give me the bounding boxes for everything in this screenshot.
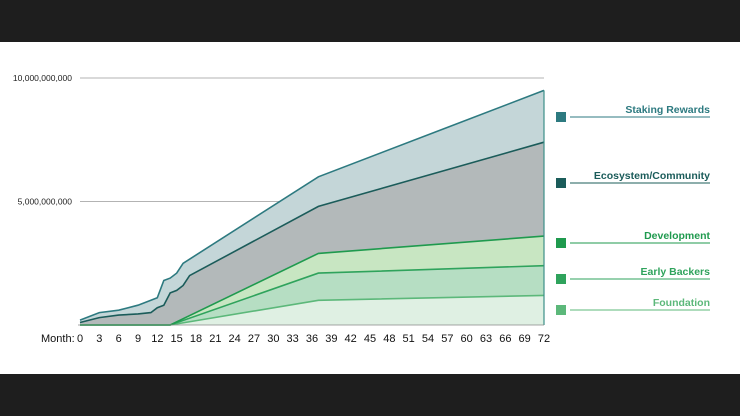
x-tick-label: 39	[325, 333, 337, 345]
legend-swatch	[556, 112, 566, 122]
x-tick-label: 6	[116, 333, 122, 345]
legend-item-development: Development	[556, 230, 710, 248]
x-tick-label: 48	[383, 333, 395, 345]
x-tick-label: 66	[499, 333, 511, 345]
legend-item-foundation: Foundation	[556, 297, 710, 315]
area-early-backers	[80, 265, 544, 325]
legend-item-staking-rewards: Staking Rewards	[556, 104, 710, 122]
legend-label: Development	[644, 230, 710, 242]
x-tick-label: 0	[77, 333, 83, 345]
area-staking-rewards	[80, 90, 544, 323]
legend-swatch	[556, 238, 566, 248]
legend-swatch	[556, 274, 566, 284]
y-tick-label: 10,000,000,000	[13, 73, 72, 83]
legend-label: Early Backers	[641, 266, 711, 278]
x-tick-label: 33	[287, 333, 299, 345]
x-tick-label: 24	[229, 333, 241, 345]
x-tick-label: 27	[248, 333, 260, 345]
x-tick-label: 30	[267, 333, 279, 345]
legend-label: Staking Rewards	[625, 104, 710, 116]
legend-swatch	[556, 305, 566, 315]
x-tick-label: 3	[96, 333, 102, 345]
line-ecosystem-community	[79, 141, 545, 324]
area-development	[80, 236, 544, 325]
x-tick-label: 36	[306, 333, 318, 345]
x-axis: Month: 0 3 6 9 12 15 18 21 24 27 30 33 36 39 42 45 48 51 54…	[41, 324, 550, 345]
line-staking-rewards	[79, 89, 545, 321]
legend-item-early-backers: Early Backers	[556, 266, 710, 284]
x-tick-label: 60	[461, 333, 473, 345]
x-tick-label: 69	[519, 333, 531, 345]
x-tick-label: 63	[480, 333, 492, 345]
area-ecosystem-community	[80, 142, 544, 325]
y-tick-label: 5,000,000,000	[18, 197, 73, 207]
x-tick-label: 42	[345, 333, 357, 345]
legend: Staking Rewards Ecosystem/Community Develo…	[556, 104, 710, 315]
chart-panel: 10,000,000,000 5,000,000,000 Month: 0 3 6 9 12…	[0, 42, 740, 374]
x-axis-prefix: Month:	[41, 333, 75, 345]
x-tick-label: 54	[422, 333, 434, 345]
x-tick-label: 18	[190, 333, 202, 345]
y-axis: 10,000,000,000 5,000,000,000	[13, 73, 72, 207]
legend-item-ecosystem-community: Ecosystem/Community	[556, 170, 710, 188]
x-tick-label: 45	[364, 333, 376, 345]
x-tick-label: 57	[441, 333, 453, 345]
x-tick-label: 21	[209, 333, 221, 345]
area-foundation	[80, 295, 544, 325]
x-tick-label: 51	[403, 333, 415, 345]
x-tick-label: 12	[151, 333, 163, 345]
x-tick-label: 9	[135, 333, 141, 345]
legend-label: Ecosystem/Community	[594, 170, 710, 182]
area-series	[80, 90, 544, 325]
x-tick-label: 72	[538, 333, 550, 345]
legend-swatch	[556, 178, 566, 188]
legend-label: Foundation	[653, 297, 710, 309]
x-tick-label: 15	[171, 333, 183, 345]
